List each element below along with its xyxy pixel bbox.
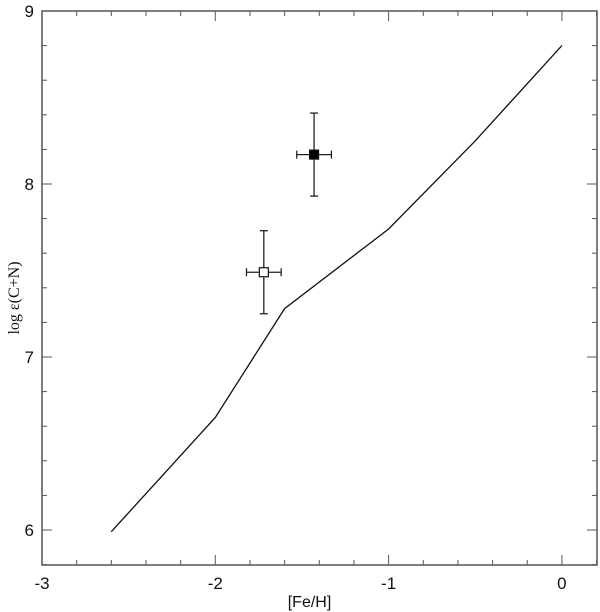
y-tick-label: 8 <box>25 175 34 194</box>
x-axis-label: [Fe/H] <box>288 594 332 611</box>
x-tick-label: 0 <box>557 574 566 593</box>
y-axis-label: log ε(C+N) <box>6 261 23 334</box>
x-tick-label: -1 <box>381 574 396 593</box>
plot-frame <box>41 10 598 566</box>
filled-square-marker <box>308 149 320 160</box>
y-tick-label: 7 <box>25 348 34 367</box>
model-curve <box>110 45 563 533</box>
x-tick-label: -2 <box>208 574 223 593</box>
x-tick-label: -3 <box>34 574 49 593</box>
y-tick-label: 6 <box>25 521 34 540</box>
open-square-marker <box>258 267 269 278</box>
y-tick-label: 9 <box>25 2 34 21</box>
